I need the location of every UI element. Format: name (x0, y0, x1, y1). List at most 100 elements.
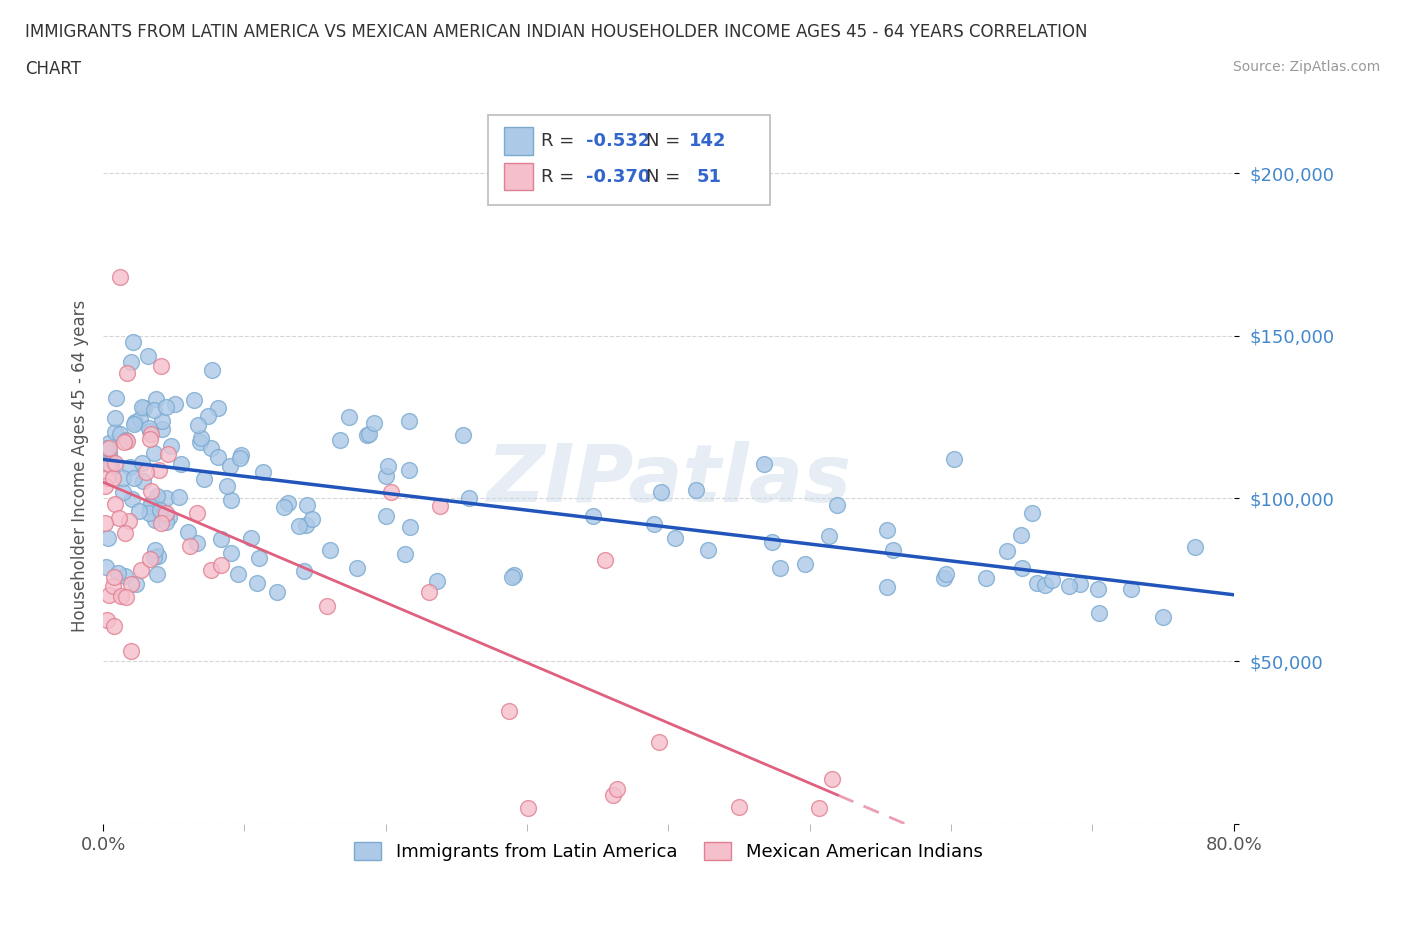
Bar (505, 163, 533, 191)
Text: N =: N = (645, 167, 681, 186)
Point (101, 578, 124, 593)
Point (135, 464, 157, 479)
Point (103, 569, 125, 584)
Point (292, 564, 315, 578)
Text: R =: R = (541, 132, 574, 150)
Point (429, 499, 451, 514)
Point (374, 468, 396, 483)
Point (143, 550, 166, 565)
Point (1088, 605, 1111, 620)
Point (122, 335, 145, 350)
Point (209, 532, 232, 547)
Legend: Immigrants from Latin America, Mexican American Indians: Immigrants from Latin America, Mexican A… (347, 835, 990, 869)
Point (295, 498, 318, 512)
Point (394, 547, 416, 562)
Point (145, 543, 167, 558)
Point (183, 392, 205, 407)
Point (114, 525, 136, 540)
Point (218, 458, 240, 473)
Point (995, 543, 1018, 558)
Point (138, 505, 160, 520)
Point (103, 618, 125, 633)
Point (190, 431, 212, 445)
Point (458, 490, 481, 505)
Point (155, 514, 177, 529)
Point (124, 415, 146, 430)
Point (380, 485, 402, 499)
Point (93, 516, 115, 531)
Point (138, 420, 160, 435)
Point (155, 491, 177, 506)
Point (501, 569, 523, 584)
Point (131, 456, 153, 471)
Point (129, 563, 152, 578)
Text: CHART: CHART (25, 60, 82, 78)
Point (96, 471, 118, 485)
Point (606, 781, 628, 796)
Point (139, 427, 162, 442)
Point (108, 270, 131, 285)
Point (115, 365, 138, 380)
Point (359, 427, 381, 442)
Point (94, 441, 117, 456)
Point (143, 445, 166, 460)
Point (179, 538, 201, 553)
Point (316, 599, 339, 614)
Point (114, 569, 136, 584)
Point (876, 579, 898, 594)
Point (277, 496, 299, 511)
Text: IMMIGRANTS FROM LATIN AMERICA VS MEXICAN AMERICAN INDIAN HOUSEHOLDER INCOME AGES: IMMIGRANTS FROM LATIN AMERICA VS MEXICAN… (25, 23, 1088, 41)
Point (825, 498, 848, 512)
Point (188, 435, 211, 450)
Point (319, 542, 342, 557)
Point (337, 410, 360, 425)
Point (207, 401, 229, 416)
Point (145, 392, 167, 406)
Point (155, 400, 177, 415)
Point (1010, 527, 1032, 542)
Point (287, 519, 309, 534)
Point (97, 530, 120, 545)
Point (141, 496, 163, 511)
Point (117, 433, 139, 448)
Point (146, 567, 169, 582)
Text: 142: 142 (689, 132, 727, 150)
Point (697, 543, 720, 558)
Point (247, 551, 270, 565)
Point (602, 788, 624, 803)
Point (217, 478, 239, 493)
Text: ZIPatlas: ZIPatlas (486, 441, 851, 519)
Point (346, 561, 368, 576)
Point (581, 509, 603, 524)
Point (221, 493, 243, 508)
Point (96, 613, 118, 628)
Point (398, 463, 420, 478)
Point (150, 515, 173, 530)
Point (98, 588, 121, 603)
Text: 51: 51 (696, 167, 721, 186)
Point (727, 799, 749, 814)
Point (1152, 609, 1174, 624)
Point (1011, 561, 1033, 576)
Point (240, 531, 263, 546)
Point (1033, 578, 1056, 592)
Point (103, 456, 125, 471)
Point (107, 565, 129, 580)
Point (374, 509, 396, 524)
Point (295, 518, 318, 533)
Point (226, 566, 249, 581)
Point (273, 499, 295, 514)
Point (229, 451, 252, 466)
Point (808, 800, 831, 815)
Point (516, 800, 538, 815)
Point (418, 585, 440, 600)
Point (177, 525, 200, 539)
Point (769, 561, 792, 576)
Point (266, 584, 288, 599)
Point (98, 457, 121, 472)
Point (112, 485, 135, 499)
Point (932, 570, 955, 585)
Point (165, 396, 187, 411)
Text: -0.370: -0.370 (586, 167, 650, 186)
Point (156, 446, 179, 461)
